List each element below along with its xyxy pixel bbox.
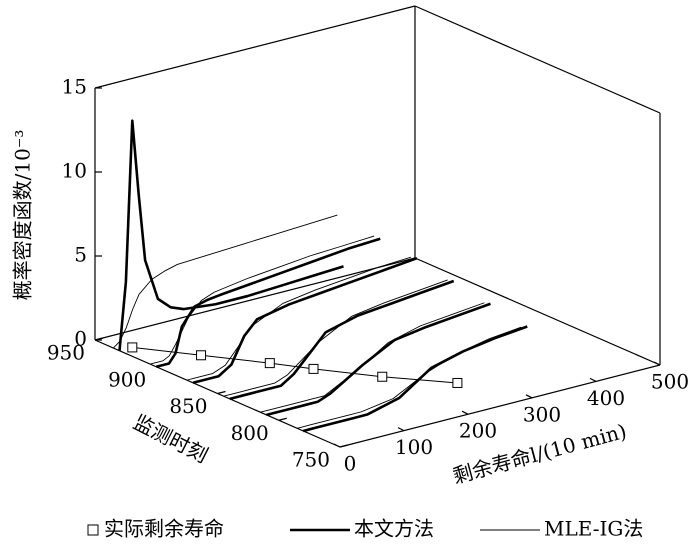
- pdf-curve: [192, 256, 418, 385]
- y-axis-label: 监测时刻: [130, 410, 212, 468]
- z-tick-label: 10: [62, 159, 87, 183]
- pdf-curve: [260, 302, 485, 413]
- pdf-curve: [118, 119, 344, 351]
- y-tick: [94, 337, 104, 341]
- y-tick-label: 750: [292, 448, 330, 472]
- axis-frame: [339, 364, 661, 448]
- y-tick-label: 900: [108, 367, 146, 391]
- z-tick-label: 15: [62, 75, 87, 99]
- y-tick: [339, 444, 349, 448]
- x-tick: [653, 361, 661, 366]
- pdf-curve: [266, 302, 491, 417]
- axis-frame: [414, 5, 661, 114]
- pdf-curve: [297, 326, 522, 429]
- pdf-curve: [229, 279, 455, 401]
- pdf-curve: [223, 279, 448, 397]
- x-tick-label: 300: [523, 402, 561, 426]
- x-tick: [589, 377, 597, 382]
- pdf-curve: [186, 256, 412, 381]
- x-tick-label: 200: [459, 419, 497, 443]
- y-tick: [278, 417, 287, 421]
- y-tick-label: 850: [169, 394, 207, 418]
- legend-label: 本文方法: [354, 517, 434, 541]
- axis-frame: [94, 257, 416, 341]
- legend-label: MLE-IG法: [544, 517, 643, 541]
- actual-rul-marker: [377, 371, 388, 382]
- pdf-curve: [113, 214, 338, 349]
- pdf-curve: [150, 235, 375, 365]
- x-tick-label: 500: [651, 370, 689, 394]
- axis-frame: [94, 5, 416, 89]
- legend-swatch: [87, 524, 99, 536]
- actual-rul-marker: [264, 358, 275, 369]
- x-tick: [333, 443, 341, 448]
- z-tick-label: 0: [74, 327, 87, 351]
- pdf-curve: [302, 325, 528, 433]
- pdf-curve: [155, 237, 381, 369]
- x-tick-label: 100: [395, 435, 433, 459]
- actual-rul-marker: [452, 377, 463, 388]
- actual-rul-line: [132, 346, 458, 384]
- z-axis-label: 概率密度函数/10⁻³: [11, 130, 35, 301]
- actual-rul-marker: [196, 350, 207, 361]
- legend-label: 实际剩余寿命: [104, 517, 224, 541]
- x-tick: [461, 410, 469, 415]
- axis-frame: [414, 257, 661, 366]
- actual-rul-marker: [127, 342, 138, 353]
- y-tick-label: 950: [47, 341, 85, 365]
- y-tick-label: 800: [231, 421, 269, 445]
- x-tick-label: 400: [587, 386, 625, 410]
- x-tick: [397, 427, 405, 432]
- z-tick-label: 5: [74, 243, 87, 267]
- x-tick-label: 0: [344, 452, 357, 476]
- y-tick: [217, 390, 226, 395]
- x-tick: [525, 394, 533, 399]
- actual-rul-marker: [308, 363, 319, 374]
